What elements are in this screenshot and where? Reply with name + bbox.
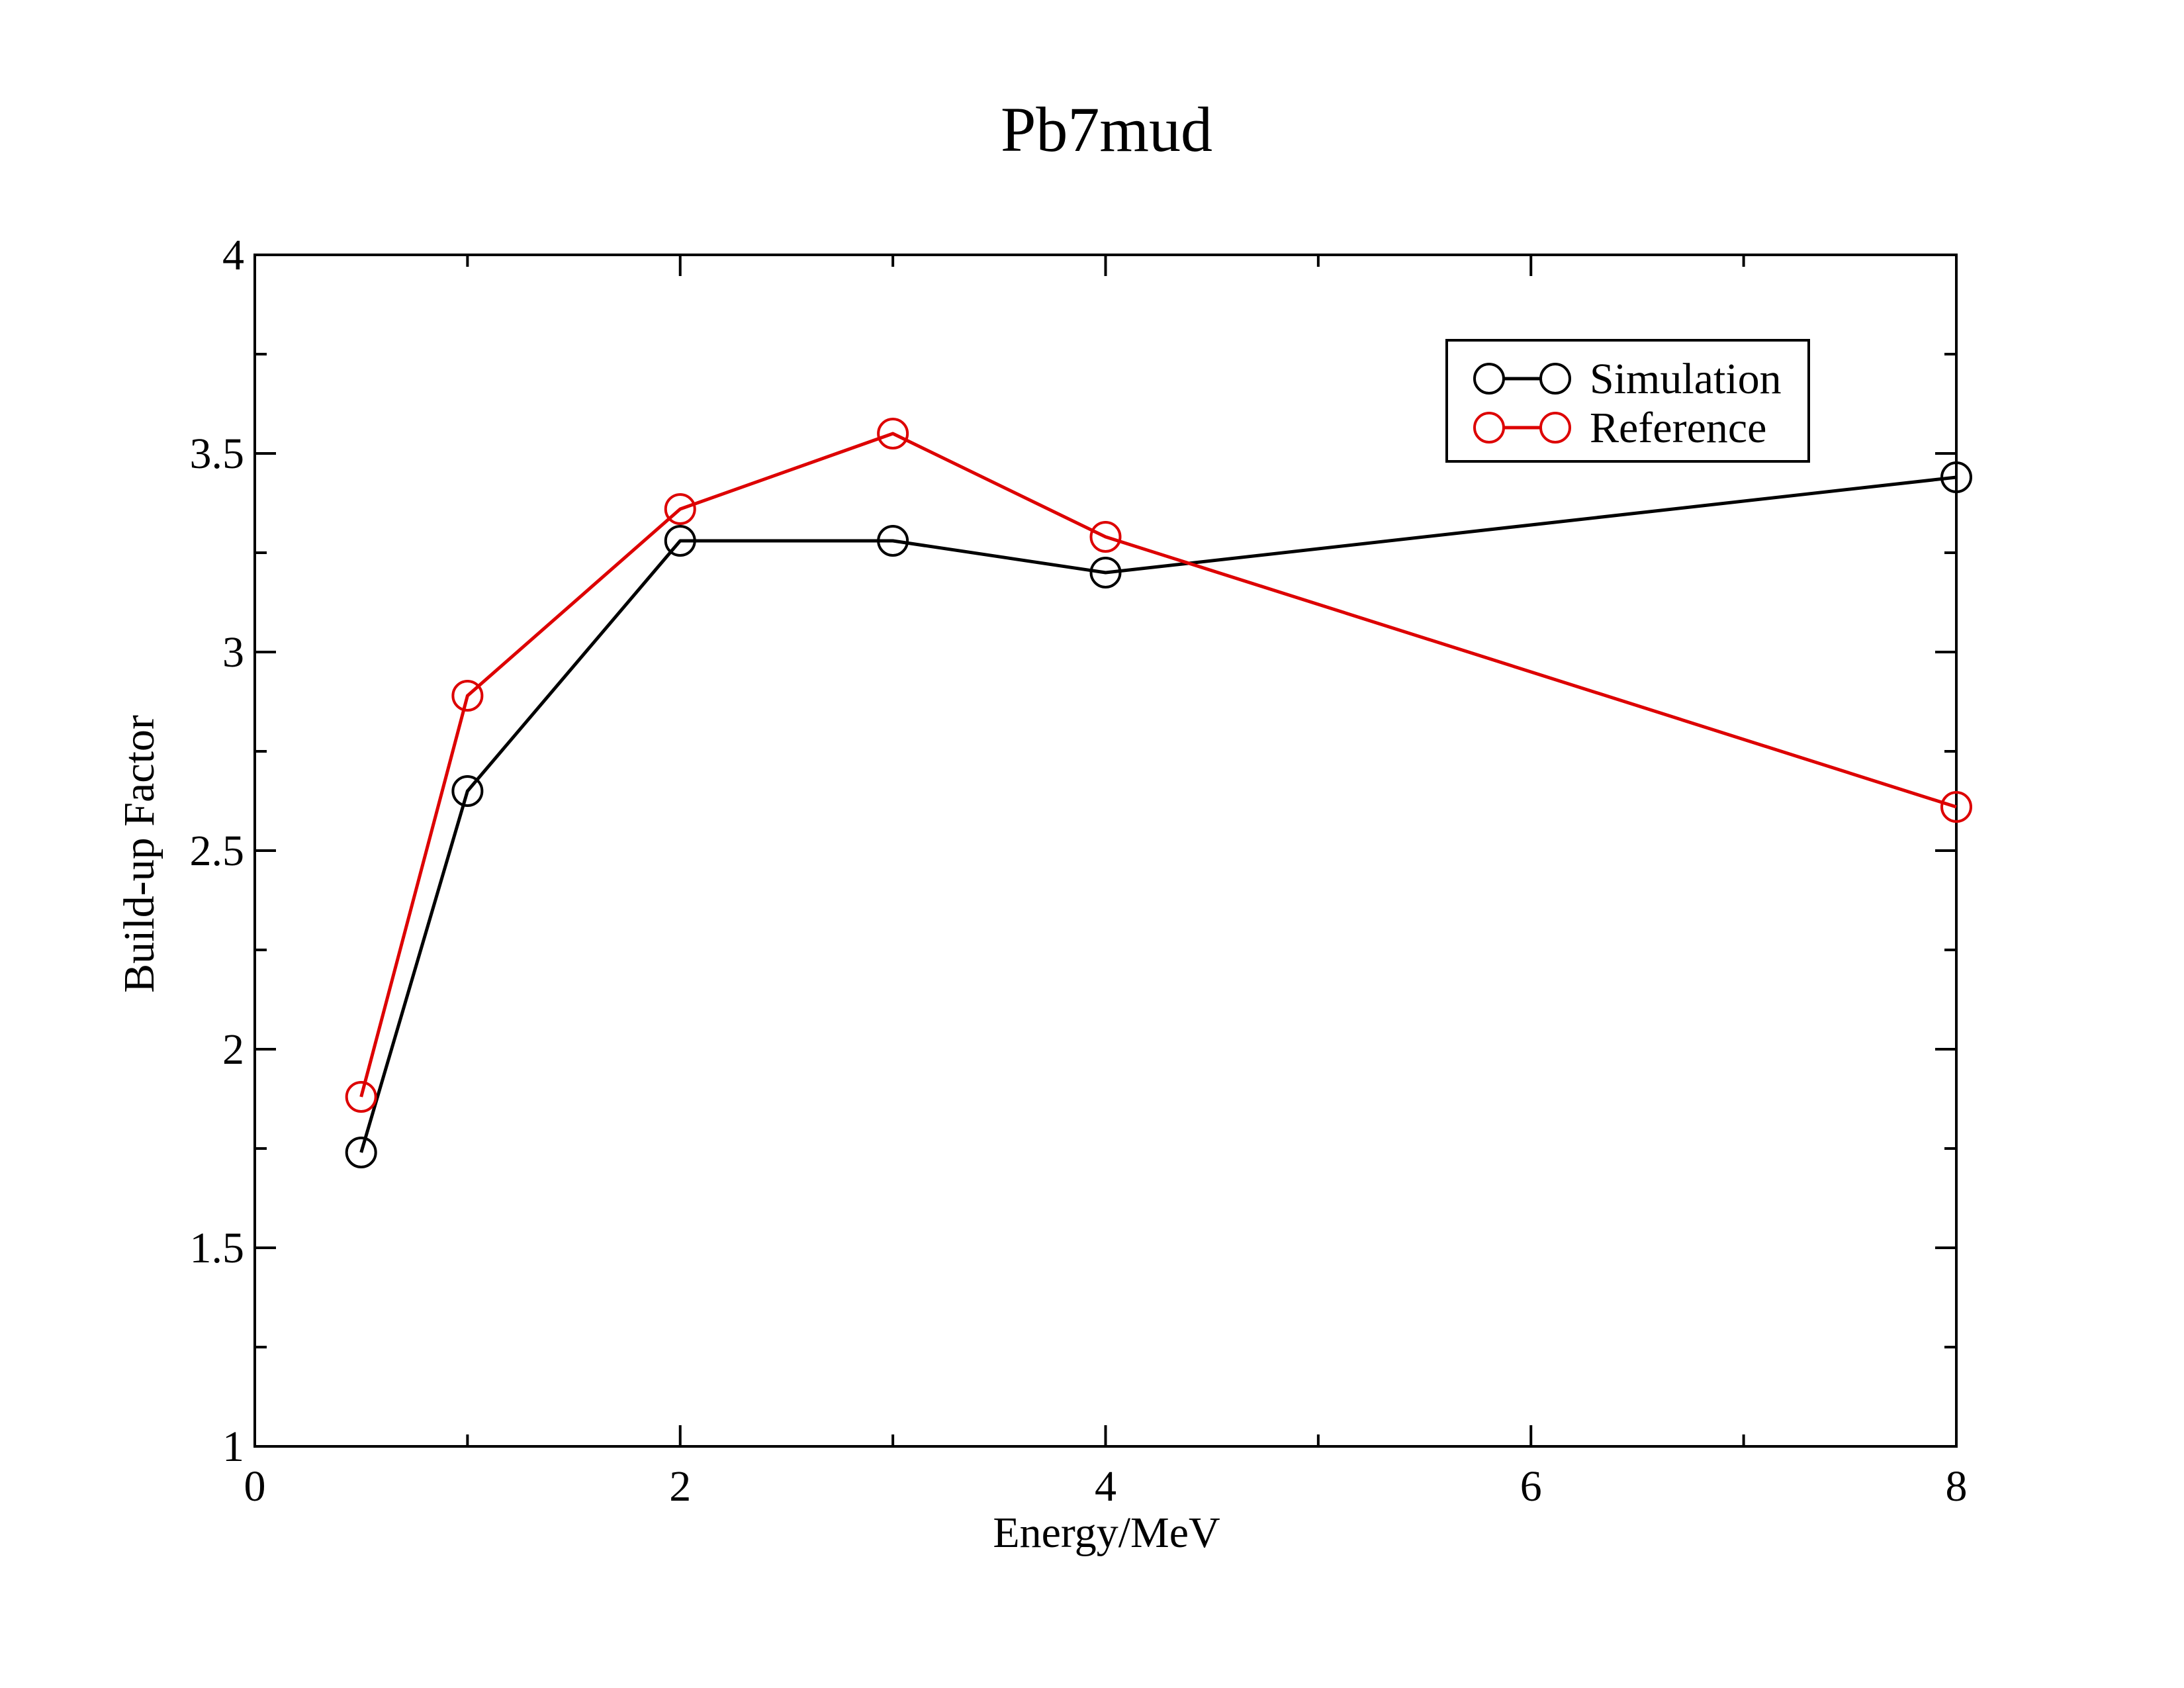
series-simulation — [345, 461, 1972, 1168]
data-point — [1089, 557, 1122, 588]
axis-tick-labels: 0 2 4 6 8 1 1.5 2 2.5 3 3.5 4 — [190, 231, 1968, 1511]
data-point — [345, 1137, 377, 1168]
series-line — [359, 432, 1957, 1098]
series-line — [359, 475, 1957, 1153]
y-tick-label: 1.5 — [190, 1224, 245, 1272]
data-point — [1940, 791, 1972, 823]
legend-marker — [1539, 412, 1571, 444]
chart-title: Pb7mud — [1001, 94, 1212, 165]
y-axis-label: Build-up Factor — [115, 715, 163, 993]
data-point — [877, 418, 909, 449]
legend-entry-simulation: Simulation — [1473, 355, 1782, 403]
x-tick-label: 2 — [669, 1462, 691, 1511]
x-axis-label: Energy/MeV — [993, 1509, 1220, 1557]
y-tick-label: 2.5 — [190, 827, 245, 875]
data-point — [1089, 521, 1122, 553]
data-point — [664, 525, 696, 557]
series-layer — [345, 418, 1972, 1168]
legend-box — [1445, 339, 1810, 463]
y-tick-label: 1 — [222, 1423, 244, 1471]
x-tick-label: 0 — [244, 1462, 266, 1511]
legend-marker — [1473, 412, 1505, 444]
series-reference — [345, 418, 1972, 1113]
legend-label: Simulation — [1590, 355, 1782, 403]
x-tick-label: 4 — [1095, 1462, 1116, 1511]
y-tick-label: 3 — [222, 628, 244, 677]
legend-marker — [1539, 363, 1571, 395]
data-point — [451, 775, 484, 807]
legend-label: Reference — [1590, 404, 1766, 452]
y-tick-label: 4 — [222, 231, 244, 279]
legend-entry-reference: Reference — [1473, 404, 1766, 452]
data-point — [1940, 461, 1972, 493]
x-tick-label: 8 — [1946, 1462, 1968, 1511]
y-tick-label: 2 — [222, 1025, 244, 1074]
data-point — [664, 493, 696, 525]
data-point — [345, 1081, 377, 1113]
data-point — [877, 525, 909, 557]
data-point — [451, 680, 484, 712]
y-tick-label: 3.5 — [190, 430, 245, 478]
x-tick-label: 6 — [1520, 1462, 1542, 1511]
axis-ticks — [253, 254, 1958, 1448]
legend-marker — [1473, 363, 1505, 395]
